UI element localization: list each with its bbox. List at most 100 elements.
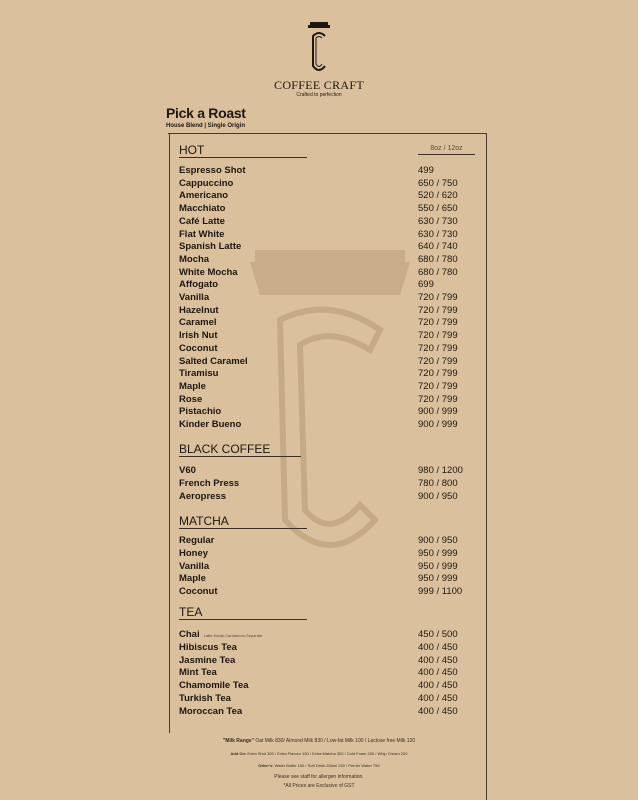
item-note: Latte,Karak,Cardamom,Separate <box>203 633 263 638</box>
item-name: Mint Tea <box>179 667 217 679</box>
menu-item: Pistachio 900 / 999 <box>179 406 469 418</box>
menu-item: Vanilla 720 / 799 <box>179 292 469 304</box>
item-price: 900 / 999 <box>418 419 458 430</box>
item-name: Affogato <box>179 279 219 291</box>
brand-name: COFFEE CRAFT <box>274 78 364 92</box>
item-price: 900 / 999 <box>418 406 458 418</box>
menu-item: Hibiscus Tea 400 / 450 <box>179 642 469 654</box>
menu-item: Tiramisu 720 / 799 <box>179 368 469 380</box>
item-price: 699 <box>418 279 434 291</box>
item-price: 950 / 999 <box>418 573 458 585</box>
menu-item: Coconut 720 / 799 <box>179 343 469 355</box>
item-price: 400 / 450 <box>418 680 458 692</box>
item-price: 400 / 450 <box>418 705 458 717</box>
others-note: Other's: Water Bottle 150 / Soft Drink 2… <box>258 763 380 768</box>
item-name: Maple <box>179 573 206 585</box>
item-name: Salted Caramel <box>179 355 248 367</box>
item-price: 450 / 500 <box>418 629 458 640</box>
menu-item: Cappuccino 650 / 750 <box>179 178 469 190</box>
item-price: 650 / 750 <box>418 177 458 189</box>
item-price: 720 / 799 <box>418 368 458 380</box>
section-heading: TEA <box>179 605 203 619</box>
menu-item: Chamomile Tea 400 / 450 <box>179 680 469 692</box>
menu-item: Caramel 720 / 799 <box>179 317 469 329</box>
item-price: 630 / 730 <box>418 215 458 227</box>
menu-item: Macchiato 550 / 650 <box>179 203 469 215</box>
menu-item: Honey 950 / 999 <box>179 548 469 560</box>
frame-divider <box>168 133 487 134</box>
item-name: Vanilla <box>179 560 210 572</box>
item-name: Spanish Latte <box>179 241 242 253</box>
item-name: Irish Nut <box>179 330 218 342</box>
section-underline <box>179 157 307 158</box>
menu-item: Turkish Tea 400 / 450 <box>179 693 469 705</box>
item-name: Cappuccino <box>179 177 234 189</box>
item-name: Honey <box>179 547 209 559</box>
item-name: Jasmine Tea <box>179 654 236 666</box>
item-name: Mocha <box>179 253 210 265</box>
item-name: Turkish Tea <box>179 693 231 704</box>
item-name: Chamomile Tea <box>179 680 249 692</box>
item-price: 720 / 799 <box>418 380 458 392</box>
item-price: 720 / 799 <box>418 304 458 316</box>
item-name: Macchiato <box>179 203 226 215</box>
menu-item: Chai Latte,Karak,Cardamom,Separate 450 / 5… <box>179 629 469 641</box>
brand-tagline: Crafted to perfection <box>296 92 342 98</box>
item-name: Rose <box>179 393 203 405</box>
item-price: 780 / 800 <box>418 478 458 489</box>
menu-item: Café Latte 630 / 730 <box>179 216 469 228</box>
item-price: 720 / 799 <box>418 393 458 405</box>
item-name: French Press <box>179 478 240 489</box>
page-subtitle: House Blend | Single Origin <box>166 123 246 129</box>
cup-watermark-icon <box>250 250 410 548</box>
menu-item: Regular 900 / 950 <box>179 535 469 547</box>
item-price: 550 / 650 <box>418 203 458 215</box>
item-price: 950 / 999 <box>418 547 458 559</box>
menu-item: Maple 950 / 999 <box>179 573 469 585</box>
item-name: Moroccan Tea <box>179 705 243 717</box>
gst-note: *All Prices are Exclusive of GST <box>283 783 355 789</box>
item-name: Kinder Bueno <box>179 419 242 430</box>
item-name: Aeropress <box>179 491 226 502</box>
menu-item: Kinder Bueno 900 / 999 <box>179 419 469 431</box>
section-heading: BLACK COFFEE <box>179 442 271 456</box>
item-price: 520 / 620 <box>418 190 458 202</box>
item-name: Coconut <box>179 586 218 598</box>
menu-item: Mint Tea 400 / 450 <box>179 667 469 679</box>
item-price: 950 / 999 <box>418 560 458 572</box>
section-heading: MATCHA <box>179 514 229 528</box>
menu-item: Vanilla 950 / 999 <box>179 561 469 573</box>
item-price: 400 / 450 <box>418 654 458 666</box>
menu-item: Irish Nut 720 / 799 <box>179 330 469 342</box>
menu-item: Americano 520 / 620 <box>179 190 469 202</box>
item-name: V60 <box>179 465 196 476</box>
item-price: 900 / 950 <box>418 491 458 502</box>
section-heading: HOT <box>179 143 205 157</box>
section-underline <box>179 456 301 457</box>
item-name: Coconut <box>179 342 218 354</box>
item-price: 720 / 799 <box>418 292 458 303</box>
item-name: White Mocha <box>179 266 238 278</box>
item-price: 720 / 799 <box>418 355 458 367</box>
coffee-craft-logo-icon <box>308 22 330 71</box>
item-price: 900 / 950 <box>418 535 458 546</box>
menu-item: Espresso Shot 499 <box>179 165 469 177</box>
menu-item: Hazelnut 720 / 799 <box>179 305 469 317</box>
item-name: Pistachio <box>179 406 222 418</box>
item-price: 630 / 730 <box>418 228 458 240</box>
item-price: 499 <box>418 165 434 176</box>
add-on-note: Add On: Extra Shot 300 / Extra Flavour 1… <box>230 751 408 756</box>
item-name: Caramel <box>179 317 217 329</box>
menu-item: V60 980 / 1200 <box>179 465 469 477</box>
item-name: Hazelnut <box>179 304 219 316</box>
item-name: Hibiscus Tea <box>179 641 237 653</box>
menu-item: Mocha 680 / 780 <box>179 254 469 266</box>
size-header: 8oz / 12oz <box>418 145 475 155</box>
item-price: 680 / 780 <box>418 266 458 278</box>
item-price: 720 / 799 <box>418 317 458 329</box>
item-price: 680 / 780 <box>418 253 458 265</box>
item-price: 400 / 450 <box>418 693 458 704</box>
item-name: Americano <box>179 190 229 202</box>
frame-divider <box>486 133 487 800</box>
menu-item: Affogato 699 <box>179 279 469 291</box>
